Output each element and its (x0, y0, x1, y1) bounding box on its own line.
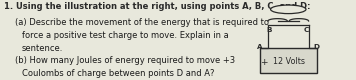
Text: +: + (260, 58, 268, 67)
Text: (b) How many Joules of energy required to move +3: (b) How many Joules of energy required t… (15, 56, 236, 65)
Text: sentence.: sentence. (22, 44, 63, 53)
Text: force a positive test charge to move. Explain in a: force a positive test charge to move. Ex… (22, 31, 229, 40)
Text: Coulombs of charge between points D and A?: Coulombs of charge between points D and … (22, 69, 214, 78)
Text: (a) Describe the movement of the energy that is required to: (a) Describe the movement of the energy … (15, 18, 269, 27)
Circle shape (271, 5, 306, 14)
Text: D: D (314, 44, 320, 50)
Text: 1. Using the illustration at the right, using points A, B, C, and D:: 1. Using the illustration at the right, … (4, 2, 310, 11)
Text: 12 Volts: 12 Volts (273, 57, 305, 66)
FancyBboxPatch shape (260, 48, 316, 73)
Text: B: B (267, 27, 272, 33)
Text: C: C (304, 27, 309, 33)
Text: A: A (257, 44, 263, 50)
